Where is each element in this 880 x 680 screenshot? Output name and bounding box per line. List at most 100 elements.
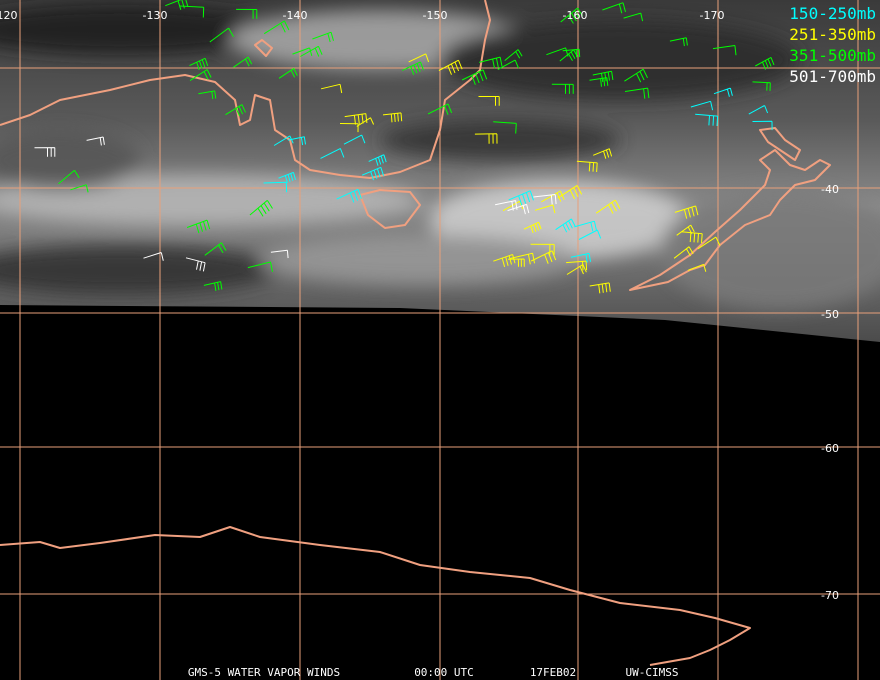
wind-barb [320, 83, 343, 94]
longitude-label: -130 [143, 9, 168, 22]
wind-barb [560, 7, 583, 24]
wind-barb [752, 81, 771, 91]
wind-barb [752, 120, 773, 131]
wind-barb [263, 20, 290, 35]
wind-barb [427, 103, 453, 115]
wind-barb [247, 261, 273, 272]
wind-barb [320, 147, 345, 159]
wind-barb [592, 70, 614, 82]
wind-barb [382, 112, 403, 123]
footer: GMS-5 WATER VAPOR WINDS 00:00 UTC 17FEB02 U… [188, 666, 679, 679]
legend-entry: 251-350mb [789, 25, 876, 44]
wind-barb [249, 200, 273, 217]
wind-barb [697, 236, 721, 250]
wind-barb [474, 133, 498, 144]
longitude-label: -140 [283, 9, 308, 22]
legend-entry: 150-250mb [789, 4, 876, 23]
longitude-label: -160 [563, 9, 588, 22]
footer-text: 00:00 UTC [414, 666, 474, 679]
wind-barb [236, 8, 258, 19]
wind-barb [497, 59, 519, 70]
latitude-label: -40 [821, 183, 839, 196]
wind-barb [478, 96, 500, 106]
footer-text: 17FEB02 [530, 666, 576, 679]
longitude-label: -170 [700, 9, 725, 22]
footer-text: UW-CIMSS [626, 666, 679, 679]
wind-barb [589, 77, 609, 87]
wind-barb [209, 27, 234, 43]
wind-barb [695, 113, 719, 127]
wind-barb [593, 148, 613, 159]
footer-text: GMS-5 WATER VAPOR WINDS [188, 666, 340, 679]
wind-barb [570, 252, 591, 263]
wind-barb [559, 49, 578, 62]
wind-barb [712, 45, 737, 56]
wind-barb [674, 205, 699, 219]
wind-barb [143, 252, 164, 261]
wind-barb [186, 219, 211, 234]
wind-barb [602, 2, 626, 14]
wind-barb [623, 12, 644, 22]
wind-barb [438, 59, 463, 75]
wind-barb [534, 204, 556, 214]
wind-barb [233, 56, 253, 68]
wind-barb [34, 147, 56, 157]
wind-barb [185, 257, 206, 272]
wind-barb [270, 249, 289, 259]
wind-barb [287, 136, 306, 146]
wind-barb [292, 47, 313, 57]
wind-barb [225, 104, 246, 117]
wind-barb [507, 258, 525, 267]
wind-barb [58, 169, 80, 185]
wind-barb [530, 250, 557, 264]
wind-barb [189, 69, 212, 82]
wind-barb [509, 252, 535, 265]
wind-barb [343, 134, 366, 145]
wind-barb [203, 281, 223, 291]
wind-barb [557, 184, 583, 200]
wind-barb [530, 243, 555, 255]
wind-barb [748, 105, 769, 115]
wind-barb [669, 37, 688, 47]
wind-barb [555, 218, 576, 233]
wind-barb [479, 56, 503, 69]
grid-labels: -120 -130 -140 -150 -160 -170 -40 -50 -60 -70 [0, 9, 839, 602]
wind-barb [578, 229, 602, 240]
wind-barb [368, 154, 387, 166]
wind-barb [356, 117, 375, 127]
wind-barb [595, 199, 621, 214]
wind-barb [673, 246, 694, 259]
wind-barb [589, 282, 611, 294]
wind-barb [755, 56, 775, 70]
wind-barb [507, 203, 530, 215]
wind-barb [70, 184, 89, 193]
legend: 150-250mb 251-350mb 351-500mb 501-700mb [789, 4, 876, 86]
latitude-label: -70 [821, 589, 839, 602]
wind-barbs [34, 0, 775, 294]
wind-barb [263, 181, 288, 193]
longitude-label: -150 [423, 9, 448, 22]
wind-barb [624, 68, 648, 83]
wind-barb [493, 121, 517, 134]
wind-barb [551, 83, 574, 94]
latitude-label: -60 [821, 442, 839, 455]
wind-barb [165, 0, 189, 10]
wind-barb [204, 242, 227, 256]
wind-barb [198, 90, 217, 100]
wind-barb [273, 135, 294, 146]
wind-barb [278, 67, 298, 79]
wind-barb [336, 188, 362, 203]
wind-barb [624, 87, 650, 99]
wind-barb [690, 100, 714, 111]
legend-entry: 501-700mb [789, 67, 876, 86]
wind-barb [86, 136, 105, 146]
wind-barb [687, 263, 707, 272]
wind-barb [461, 69, 488, 85]
wind-barb [504, 49, 523, 61]
wind-barb [300, 45, 323, 57]
wind-barb [576, 160, 598, 173]
legend-entry: 351-500mb [789, 46, 876, 65]
